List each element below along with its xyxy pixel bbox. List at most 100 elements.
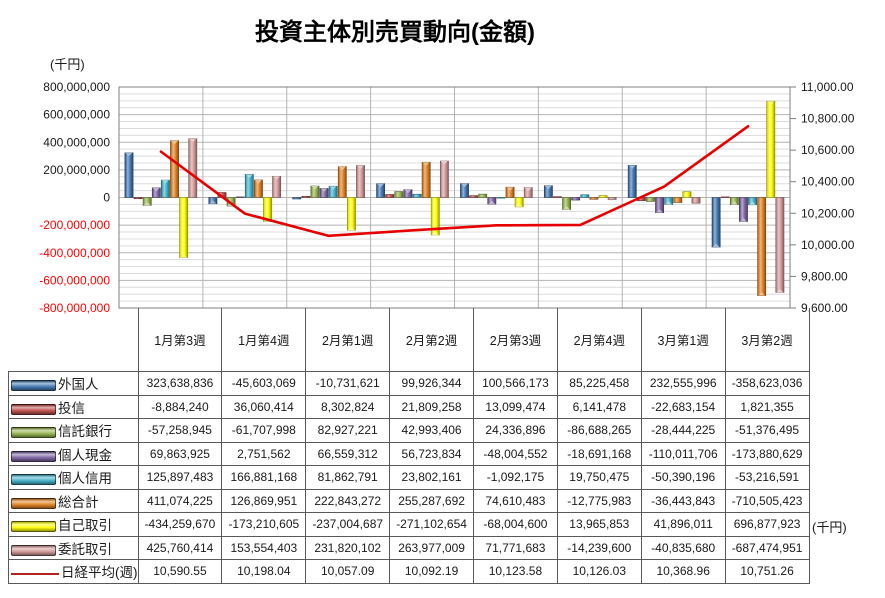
table-cell: 81,862,791 bbox=[305, 465, 391, 490]
table-cell: 153,554,403 bbox=[221, 535, 307, 560]
bar-cap bbox=[143, 201, 151, 206]
left-axis-tick-label: 0 bbox=[103, 191, 110, 205]
category-label: 2月第4週 bbox=[556, 308, 642, 372]
bar-cap bbox=[730, 201, 738, 205]
bar-cap bbox=[311, 186, 319, 190]
legend-swatch bbox=[11, 544, 56, 556]
bar-cap bbox=[776, 288, 784, 293]
table-cell: 232,555,996 bbox=[640, 371, 726, 396]
table-row: 投信 -8,884,240 36,060,414 8,302,824 21,809,25… bbox=[8, 394, 810, 419]
legend-label: 個人信用 bbox=[58, 471, 112, 487]
bar-自己取引 bbox=[179, 197, 189, 258]
bar-委託取引 bbox=[775, 197, 785, 293]
legend-label: 委託取引 bbox=[58, 541, 112, 557]
table-cell: 74,610,483 bbox=[473, 488, 558, 513]
table-cell: 10,126.03 bbox=[556, 559, 642, 584]
right-axis-tick-label: 10,800.00 bbox=[801, 112, 855, 126]
category-label: 1月第4週 bbox=[221, 308, 307, 372]
table-cell: -48,004,552 bbox=[473, 441, 558, 466]
legend-item: 日経平均(週) bbox=[8, 559, 139, 584]
legend-swatch bbox=[11, 380, 56, 392]
bar-cap bbox=[209, 200, 217, 204]
bar-cap bbox=[665, 200, 672, 205]
bar-信託銀行 bbox=[646, 197, 655, 202]
table-cell: 82,927,221 bbox=[305, 418, 391, 443]
nikkei-line bbox=[159, 124, 750, 238]
table-cell: -51,376,495 bbox=[724, 418, 810, 443]
table-cell: 126,869,951 bbox=[221, 488, 307, 513]
legend-item: 自己取引 bbox=[8, 512, 139, 537]
table-cell: -40,835,680 bbox=[640, 535, 726, 560]
table-cell: 10,368.96 bbox=[640, 559, 726, 584]
table-cell: 222,843,272 bbox=[305, 488, 391, 513]
table-cell: -86,688,265 bbox=[556, 418, 642, 443]
table-cell: 10,198.04 bbox=[221, 559, 307, 584]
bar-cap bbox=[356, 165, 364, 169]
table-cell: -22,683,154 bbox=[640, 394, 726, 419]
table-cell: -358,623,036 bbox=[724, 371, 810, 396]
bar-総合計 bbox=[757, 197, 767, 296]
bar-投信 bbox=[133, 197, 143, 200]
left-axis-tick-label: 400,000,000 bbox=[43, 135, 110, 149]
table-cell: -710,505,423 bbox=[724, 488, 810, 513]
legend-label: 外国人 bbox=[58, 377, 99, 393]
table-row: 総合計 411,074,225 126,869,951 222,843,272 255,… bbox=[8, 488, 810, 513]
bar-cap bbox=[506, 187, 514, 191]
table-cell: 425,760,414 bbox=[137, 535, 223, 560]
table-cell: -28,444,225 bbox=[640, 418, 726, 443]
table-cell: -1,092,175 bbox=[473, 465, 558, 490]
right-axis-tick-label: 10,400.00 bbox=[801, 175, 855, 189]
bar-cap bbox=[404, 189, 412, 194]
table-row: 日経平均(週) 10,590.55 10,198.04 10,057.09 10,092… bbox=[8, 559, 810, 584]
table-cell: 2,751,562 bbox=[221, 441, 307, 466]
left-axis-tick-label: -600,000,000 bbox=[39, 273, 110, 287]
bar-cap bbox=[189, 138, 197, 143]
legend-label: 自己取引 bbox=[58, 518, 112, 534]
bar-cap bbox=[524, 187, 532, 192]
category-label: 3月第1週 bbox=[640, 308, 726, 372]
table-cell: 56,723,834 bbox=[389, 441, 474, 466]
table-cell: -50,390,196 bbox=[640, 465, 726, 490]
table-cell: 10,092.19 bbox=[389, 559, 474, 584]
table-cell: 125,897,483 bbox=[137, 465, 223, 490]
table-cell: 323,638,836 bbox=[137, 371, 223, 396]
bar-cap bbox=[329, 186, 337, 190]
right-axis-tick-label: 10,200.00 bbox=[801, 206, 855, 220]
category-label: 3月第2週 bbox=[724, 308, 810, 372]
bar-総合計 bbox=[337, 166, 347, 198]
right-axis-tick-label: 9,800.00 bbox=[801, 269, 848, 283]
left-axis-tick-label: -800,000,000 bbox=[39, 301, 110, 315]
table-cell: -36,443,843 bbox=[640, 488, 726, 513]
right-axis-tick-label: 9,600.00 bbox=[801, 301, 848, 315]
bar-cap bbox=[562, 205, 570, 210]
legend-item: 委託取引 bbox=[8, 535, 139, 560]
table-cell: 255,287,692 bbox=[389, 488, 474, 513]
bar-外国人 bbox=[292, 197, 302, 200]
table-row: 個人現金 69,863,925 2,751,562 66,559,312 56,723,… bbox=[8, 441, 810, 466]
bar-cap bbox=[170, 140, 178, 145]
left-axis-tick-label: 200,000,000 bbox=[43, 163, 110, 177]
table-cell: 23,802,161 bbox=[389, 465, 474, 490]
table-cell: -434,259,670 bbox=[137, 512, 223, 537]
right-axis-tick-label: 11,000.00 bbox=[801, 80, 854, 94]
bar-委託取引 bbox=[188, 138, 198, 198]
legend-label: 個人現金 bbox=[58, 447, 112, 463]
table-cell: -12,775,983 bbox=[556, 488, 642, 513]
table-cell: 231,820,102 bbox=[305, 535, 391, 560]
bar-委託取引 bbox=[356, 165, 365, 198]
legend-item: 投信 bbox=[8, 394, 139, 419]
bar-個人信用 bbox=[580, 194, 590, 198]
bar-cap bbox=[488, 200, 496, 205]
table-cell: 1,821,355 bbox=[724, 394, 810, 419]
table-cell: -237,004,687 bbox=[305, 512, 391, 537]
legend-swatch bbox=[11, 403, 56, 415]
bar-cap bbox=[152, 187, 160, 192]
bar-外国人 bbox=[627, 165, 637, 198]
bar-委託取引 bbox=[439, 160, 449, 198]
bar-自己取引 bbox=[682, 191, 692, 198]
bar-個人信用 bbox=[496, 197, 506, 199]
bar-個人現金 bbox=[739, 197, 748, 222]
bar-cap bbox=[655, 209, 663, 213]
